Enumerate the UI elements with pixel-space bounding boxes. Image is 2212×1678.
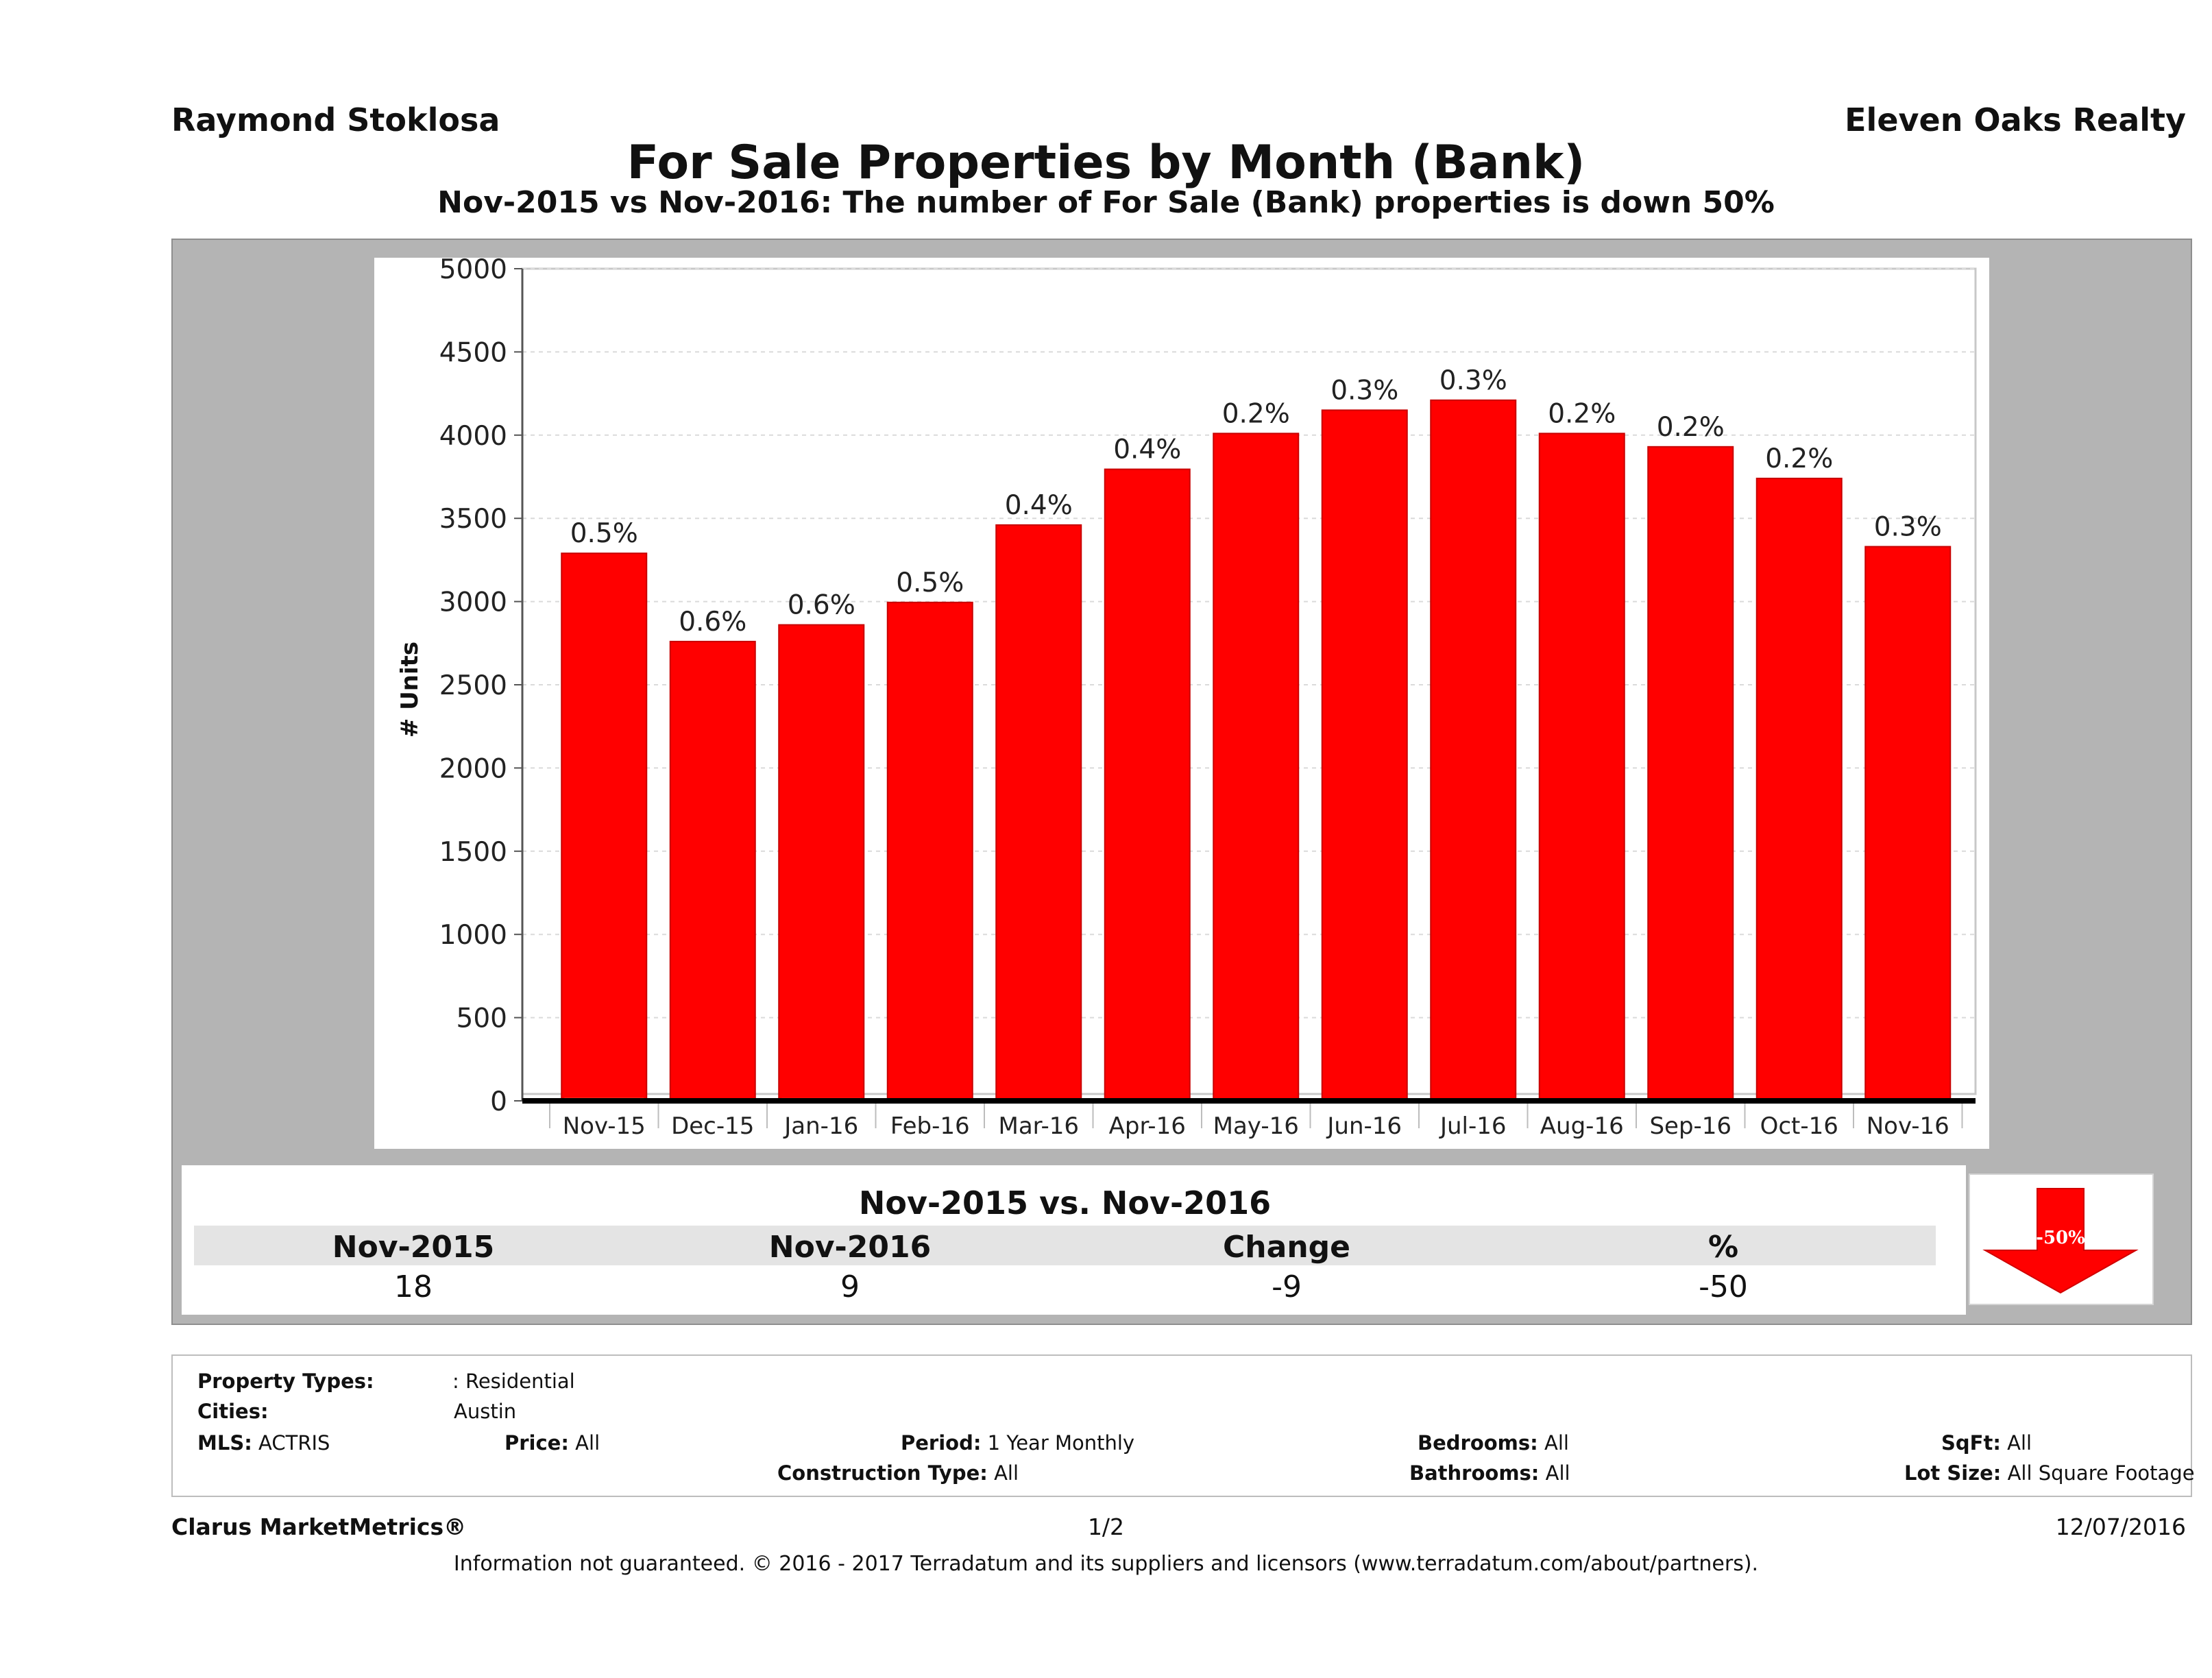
bars: 0.5% 0.6% 0.6% 0.5% 0.4% 0.4% 0.2% 0.3% 0.3% 0.2%…	[561, 365, 1952, 1102]
x-tick-label-dec-15: Dec-15	[671, 1112, 754, 1140]
y-tick-label: 2000	[439, 753, 507, 784]
data-label-feb-16: 0.5%	[896, 568, 964, 598]
report-subtitle: Nov-2015 vs Nov-2016: The number of For …	[437, 185, 1775, 220]
data-label-jun-16: 0.3%	[1330, 375, 1398, 406]
y-axis-title: # Units	[396, 642, 424, 738]
y-tick-label: 3500	[439, 504, 507, 535]
y-tick-label: 4000	[439, 421, 507, 452]
bathrooms-value: All	[1545, 1461, 1570, 1485]
x-tick-label-mar-16: Mar-16	[998, 1112, 1079, 1140]
period-value: 1 Year Monthly	[987, 1431, 1135, 1455]
x-tick-label-nov-16: Nov-16	[1867, 1112, 1949, 1140]
data-label-jul-16: 0.3%	[1439, 365, 1507, 396]
bar-feb-16	[886, 601, 973, 1102]
data-label-sep-16: 0.2%	[1657, 412, 1725, 443]
data-label-nov-16: 0.3%	[1874, 511, 1942, 542]
y-tick-label: 4500	[439, 337, 507, 368]
bar-nov-15	[561, 552, 648, 1102]
down-arrow-icon: -50%	[1982, 1188, 2139, 1294]
x-tick-label-aug-16: Aug-16	[1540, 1112, 1624, 1140]
x-tick-label-jul-16: Jul-16	[1439, 1112, 1507, 1140]
change-badge-label: -50%	[2036, 1228, 2085, 1248]
construction-type-label: Construction Type:	[777, 1461, 988, 1485]
company-name: Eleven Oaks Realty	[1845, 101, 2186, 138]
mls-value: ACTRIS	[258, 1431, 330, 1455]
price-label: Price:	[505, 1431, 569, 1455]
summary-value-row: 18 9 -9 -50	[194, 1265, 1936, 1305]
bedrooms-value: All	[1544, 1431, 1569, 1455]
summary-value-change: -9	[1272, 1269, 1302, 1304]
brand-name: Clarus MarketMetrics®	[171, 1513, 467, 1540]
x-tick-label-oct-16: Oct-16	[1760, 1112, 1838, 1140]
period-label: Period:	[901, 1431, 982, 1455]
mls-label: MLS:	[197, 1431, 252, 1455]
disclaimer: Information not guaranteed. © 2016 - 201…	[453, 1552, 1759, 1576]
summary-header-row: Nov-2015 Nov-2016 Change %	[194, 1226, 1936, 1265]
price-value: All	[575, 1431, 600, 1455]
bathrooms-label: Bathrooms:	[1409, 1461, 1540, 1485]
construction-type-value: All	[994, 1461, 1019, 1485]
bar-jun-16	[1321, 409, 1408, 1102]
y-tick-label: 3000	[439, 587, 507, 618]
summary-header-nov-2016: Nov-2016	[768, 1230, 932, 1265]
bar-oct-16	[1755, 477, 1843, 1102]
data-label-apr-16: 0.4%	[1113, 435, 1181, 465]
bar-may-16	[1213, 433, 1300, 1102]
cities-value: Austin	[454, 1400, 517, 1423]
x-tick-label-apr-16: Apr-16	[1109, 1112, 1186, 1140]
summary-header-change: Change	[1223, 1230, 1350, 1265]
lot-size-value: All Square Footage	[2007, 1461, 2195, 1485]
property-types-value: : Residential	[452, 1370, 575, 1393]
agent-name: Raymond Stoklosa	[171, 101, 500, 138]
y-tick-label: 500	[457, 1004, 507, 1034]
bar-jul-16	[1430, 399, 1517, 1102]
bar-dec-15	[669, 640, 756, 1102]
bar-sep-16	[1647, 446, 1734, 1102]
summary-value-nov-2015: 18	[394, 1269, 433, 1304]
bar-mar-16	[995, 524, 1082, 1102]
x-tick-label-jan-16: Jan-16	[783, 1112, 858, 1140]
bedrooms-label: Bedrooms:	[1418, 1431, 1538, 1455]
data-label-dec-15: 0.6%	[679, 607, 746, 637]
summary-header-nov-2015: Nov-2015	[332, 1230, 495, 1265]
report-criteria: Property Types: : Residential Cities: Au…	[171, 1354, 2195, 1497]
data-label-oct-16: 0.2%	[1765, 443, 1833, 474]
y-tick-label: 5000	[439, 258, 507, 285]
sqft-value: All	[2007, 1431, 2032, 1455]
x-tick-label-nov-15: Nov-15	[563, 1112, 646, 1140]
property-types-label: Property Types:	[197, 1370, 374, 1393]
bar-chart: 0.5% 0.6% 0.6% 0.5% 0.4% 0.4% 0.2% 0.3% 0.3% 0.2%…	[374, 258, 1989, 1149]
sqft-label: SqFt:	[1941, 1431, 2001, 1455]
data-label-mar-16: 0.4%	[1005, 490, 1073, 521]
data-label-jan-16: 0.6%	[788, 590, 855, 621]
data-label-nov-15: 0.5%	[570, 518, 638, 549]
data-label-may-16: 0.2%	[1222, 398, 1290, 429]
cities-label: Cities:	[197, 1400, 269, 1423]
summary-header-percent: %	[1707, 1230, 1739, 1265]
page-number: 1/2	[1087, 1513, 1125, 1540]
y-tick-label: 1500	[439, 837, 507, 868]
y-tick-label: 2500	[439, 670, 507, 701]
report-title: For Sale Properties by Month (Bank)	[627, 136, 1585, 190]
bar-nov-16	[1864, 546, 1952, 1102]
bar-aug-16	[1538, 433, 1625, 1102]
y-tick-label: 1000	[439, 920, 507, 951]
lot-size-label: Lot Size:	[1904, 1461, 2002, 1485]
x-tick-label-sep-16: Sep-16	[1649, 1112, 1731, 1140]
bar-apr-16	[1104, 468, 1191, 1102]
data-label-aug-16: 0.2%	[1548, 398, 1616, 429]
x-tick-label-jun-16: Jun-16	[1326, 1112, 1402, 1140]
report-date: 12/07/2016	[2055, 1513, 2186, 1540]
summary-value-percent: -50	[1699, 1269, 1748, 1304]
summary-title: Nov-2015 vs. Nov-2016	[858, 1184, 1272, 1221]
axes: 0 500 1000 1500 2000 2500 3000 3500 4000 4500 5000…	[439, 258, 1976, 1140]
summary-value-nov-2016: 9	[840, 1269, 860, 1304]
x-tick-label-feb-16: Feb-16	[890, 1112, 970, 1140]
bar-jan-16	[778, 624, 865, 1102]
y-tick-label: 0	[490, 1086, 507, 1117]
change-badge: -50%	[1969, 1174, 2154, 1305]
summary-table: Nov-2015 vs. Nov-2016 Nov-2015 Nov-2016 …	[182, 1165, 1966, 1315]
summary-title-row: Nov-2015 vs. Nov-2016	[194, 1178, 1936, 1226]
x-tick-label-may-16: May-16	[1213, 1112, 1299, 1140]
